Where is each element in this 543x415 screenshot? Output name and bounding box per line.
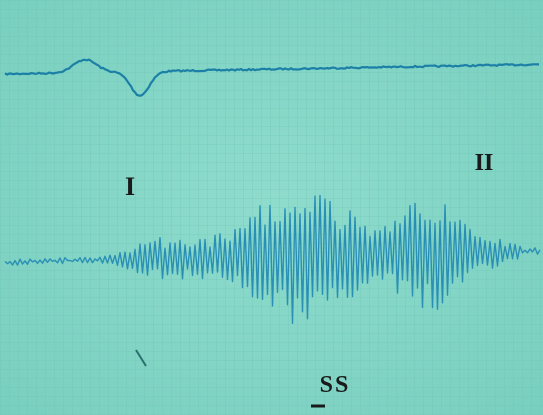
lower-trace	[4, 194, 541, 324]
pen-mark	[135, 349, 147, 367]
marker-label: SS	[320, 372, 351, 398]
upper-trace	[4, 58, 539, 97]
wave-label: I	[125, 172, 135, 201]
wave-label: II	[475, 150, 494, 176]
